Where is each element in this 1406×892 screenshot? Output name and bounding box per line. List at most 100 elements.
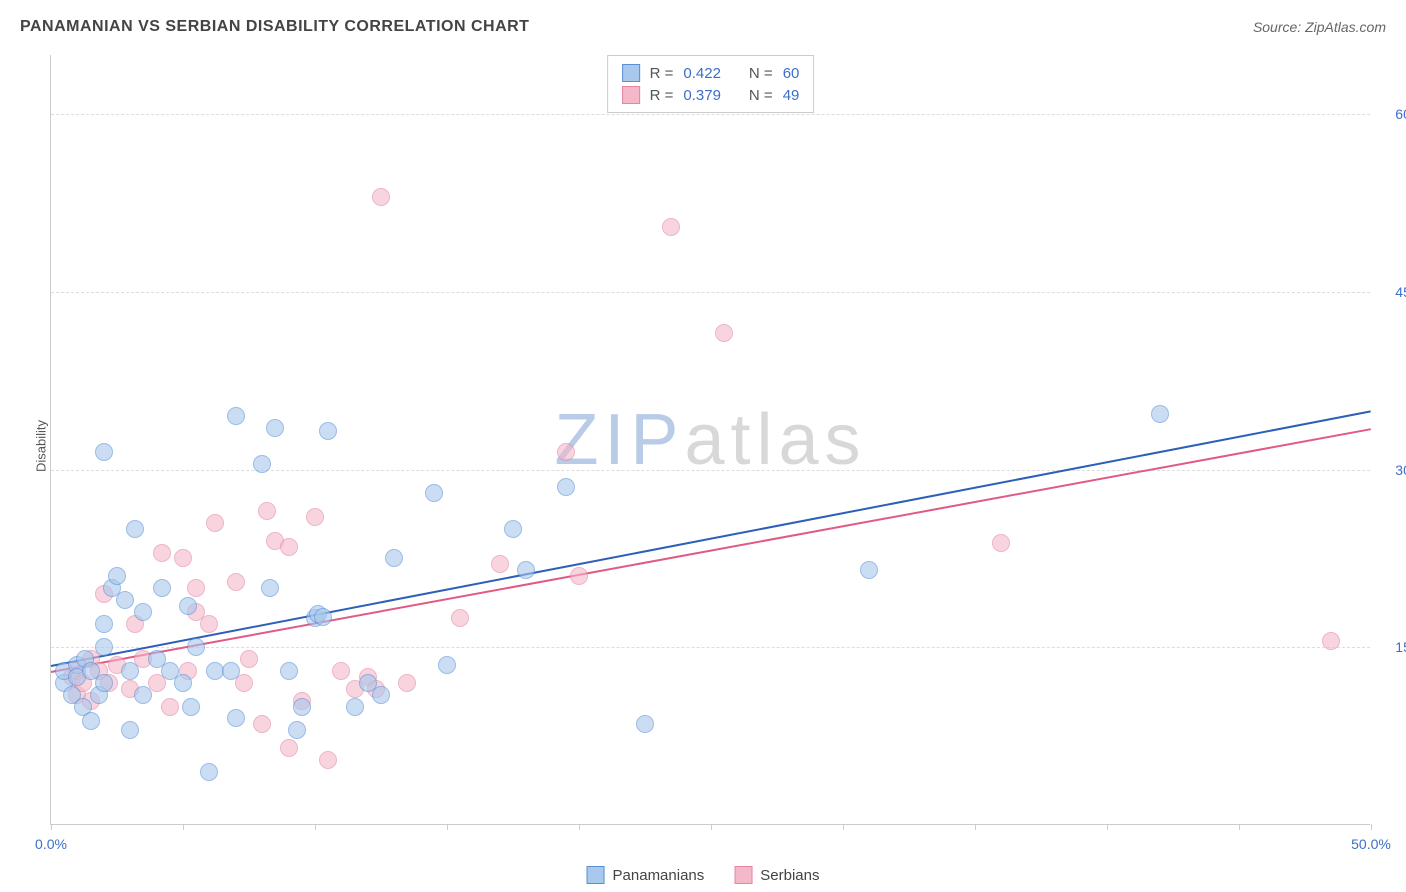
point-serbians: [253, 715, 271, 733]
x-tick-mark: [711, 824, 712, 830]
point-panamanians: [95, 615, 113, 633]
point-panamanians: [126, 520, 144, 538]
point-panamanians: [153, 579, 171, 597]
point-panamanians: [95, 638, 113, 656]
legend-swatch: [734, 866, 752, 884]
series-legend-label: Serbians: [760, 867, 819, 884]
x-tick-mark: [315, 824, 316, 830]
series-legend-label: Panamanians: [613, 867, 705, 884]
gridline: [51, 292, 1370, 293]
point-panamanians: [200, 763, 218, 781]
point-panamanians: [222, 662, 240, 680]
point-panamanians: [280, 662, 298, 680]
legend-swatch: [622, 64, 640, 82]
y-axis-label: Disability: [34, 420, 49, 472]
point-panamanians: [174, 674, 192, 692]
point-serbians: [258, 502, 276, 520]
n-label: N =: [749, 65, 773, 82]
watermark-prefix: ZIP: [554, 400, 684, 480]
point-panamanians: [187, 638, 205, 656]
point-panamanians: [266, 419, 284, 437]
n-label: N =: [749, 87, 773, 104]
gridline: [51, 470, 1370, 471]
point-panamanians: [314, 608, 332, 626]
point-panamanians: [860, 561, 878, 579]
trendline: [51, 410, 1371, 667]
watermark-suffix: atlas: [684, 400, 866, 480]
stats-legend-row: R =0.379N =49: [622, 84, 800, 106]
x-tick-label: 50.0%: [1351, 836, 1391, 852]
point-panamanians: [346, 698, 364, 716]
y-tick-label: 45.0%: [1380, 284, 1406, 300]
point-serbians: [280, 739, 298, 757]
point-panamanians: [227, 407, 245, 425]
point-panamanians: [438, 656, 456, 674]
trendline: [51, 428, 1371, 673]
point-serbians: [306, 508, 324, 526]
series-legend: Panamanians Serbians: [587, 866, 820, 884]
point-panamanians: [182, 698, 200, 716]
point-panamanians: [293, 698, 311, 716]
point-panamanians: [227, 709, 245, 727]
chart-container: PANAMANIAN VS SERBIAN DISABILITY CORRELA…: [0, 0, 1406, 892]
point-serbians: [372, 188, 390, 206]
x-tick-mark: [843, 824, 844, 830]
plot-area: ZIPatlas R =0.422N =60R =0.379N =49 15.0…: [50, 55, 1370, 825]
point-serbians: [161, 698, 179, 716]
point-panamanians: [261, 579, 279, 597]
point-serbians: [662, 218, 680, 236]
point-panamanians: [116, 591, 134, 609]
point-serbians: [187, 579, 205, 597]
series-legend-item: Serbians: [734, 866, 819, 884]
point-panamanians: [134, 603, 152, 621]
point-serbians: [451, 609, 469, 627]
point-panamanians: [108, 567, 126, 585]
point-panamanians: [179, 597, 197, 615]
x-tick-mark: [183, 824, 184, 830]
point-serbians: [491, 555, 509, 573]
r-label: R =: [650, 87, 674, 104]
point-panamanians: [82, 712, 100, 730]
gridline: [51, 647, 1370, 648]
point-panamanians: [517, 561, 535, 579]
n-value: 60: [783, 65, 800, 82]
x-tick-mark: [51, 824, 52, 830]
watermark: ZIPatlas: [554, 399, 866, 481]
y-tick-label: 15.0%: [1380, 639, 1406, 655]
x-tick-mark: [1239, 824, 1240, 830]
point-panamanians: [121, 662, 139, 680]
point-panamanians: [95, 443, 113, 461]
y-tick-label: 60.0%: [1380, 106, 1406, 122]
point-serbians: [332, 662, 350, 680]
point-panamanians: [372, 686, 390, 704]
header: PANAMANIAN VS SERBIAN DISABILITY CORRELA…: [20, 18, 1386, 36]
point-serbians: [280, 538, 298, 556]
x-tick-mark: [1371, 824, 1372, 830]
x-tick-mark: [579, 824, 580, 830]
point-panamanians: [288, 721, 306, 739]
point-serbians: [715, 324, 733, 342]
point-panamanians: [557, 478, 575, 496]
chart-title: PANAMANIAN VS SERBIAN DISABILITY CORRELA…: [20, 18, 529, 36]
source-label: Source: ZipAtlas.com: [1253, 19, 1386, 35]
point-panamanians: [504, 520, 522, 538]
point-panamanians: [253, 455, 271, 473]
point-serbians: [570, 567, 588, 585]
point-serbians: [1322, 632, 1340, 650]
x-tick-mark: [447, 824, 448, 830]
point-panamanians: [425, 484, 443, 502]
r-value: 0.422: [683, 65, 721, 82]
legend-swatch: [587, 866, 605, 884]
series-legend-item: Panamanians: [587, 866, 705, 884]
n-value: 49: [783, 87, 800, 104]
r-label: R =: [650, 65, 674, 82]
point-serbians: [153, 544, 171, 562]
point-panamanians: [319, 422, 337, 440]
gridline: [51, 114, 1370, 115]
point-serbians: [240, 650, 258, 668]
point-serbians: [319, 751, 337, 769]
point-panamanians: [95, 674, 113, 692]
point-serbians: [227, 573, 245, 591]
point-panamanians: [1151, 405, 1169, 423]
point-serbians: [174, 549, 192, 567]
